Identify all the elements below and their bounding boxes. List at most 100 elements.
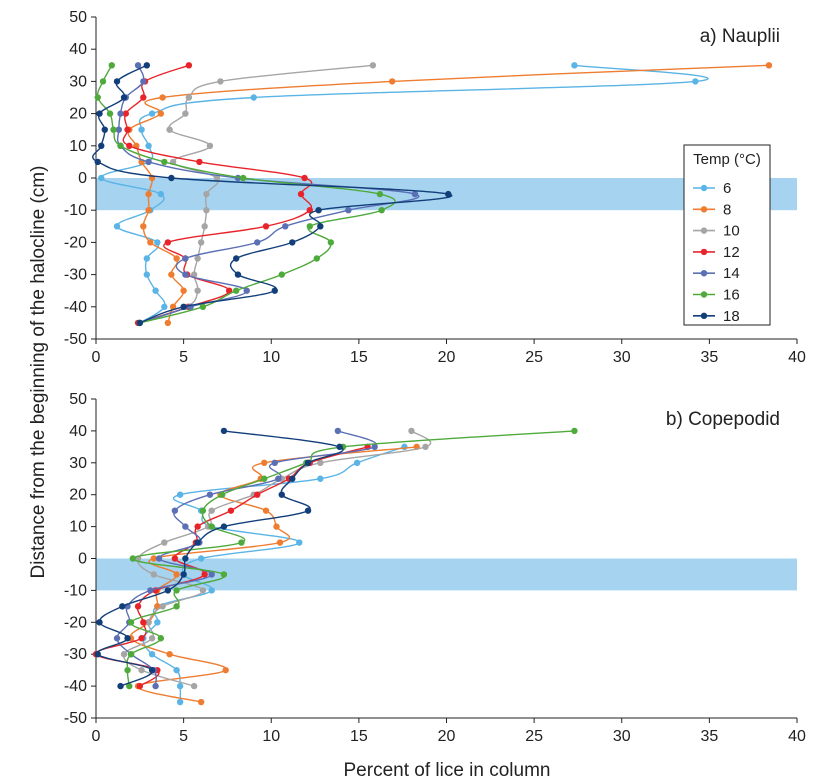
data-point	[180, 571, 187, 578]
data-point	[110, 126, 117, 133]
data-point	[129, 555, 137, 562]
data-point	[199, 303, 207, 310]
data-point	[168, 174, 175, 182]
data-point	[185, 62, 193, 69]
data-point	[306, 223, 314, 230]
data-point	[194, 287, 201, 294]
y-tick-label: -40	[64, 678, 87, 695]
data-point	[96, 619, 103, 626]
x-tick-label: 5	[179, 728, 188, 745]
x-tick-label: 35	[700, 728, 718, 745]
data-point	[164, 587, 172, 594]
x-tick-label: 30	[613, 728, 631, 745]
x-tick-label: 40	[788, 349, 806, 366]
data-point	[136, 319, 144, 327]
legend-marker-18	[700, 312, 708, 319]
legend: Temp (°C) 6 8 10 12 14 16 18	[683, 144, 771, 326]
series-8	[126, 62, 773, 327]
data-point	[225, 287, 233, 294]
data-point	[98, 142, 105, 149]
y-tick-label: 50	[69, 391, 87, 408]
series-16	[94, 62, 396, 327]
data-point	[140, 619, 147, 626]
legend-marker-14	[700, 270, 708, 277]
data-point	[345, 207, 352, 214]
data-point	[164, 239, 172, 246]
data-point	[276, 539, 284, 546]
data-point	[155, 555, 163, 562]
data-point	[182, 255, 189, 262]
y-axis-title: Distance from the beginning of the haloc…	[28, 166, 49, 579]
data-point	[199, 587, 207, 594]
legend-label-8: 8	[723, 201, 731, 218]
data-point	[157, 635, 165, 642]
data-point	[213, 174, 221, 182]
data-point	[336, 443, 343, 451]
data-point	[262, 507, 270, 514]
data-point	[152, 682, 159, 690]
data-point	[208, 507, 215, 514]
data-point	[262, 223, 270, 230]
panel-nauplii: -50 -40 -30 -20 -10 0 10 20 30 40 50 0 5 10 15 20 25 30 35…	[64, 9, 806, 366]
data-point	[143, 62, 151, 69]
data-point	[208, 571, 215, 578]
y-tick-label: 20	[69, 487, 87, 504]
data-point	[148, 110, 156, 117]
data-point	[304, 459, 312, 466]
data-point	[289, 475, 296, 482]
data-point	[233, 255, 240, 262]
data-point	[126, 142, 133, 149]
data-point	[254, 239, 261, 246]
data-point	[275, 475, 282, 482]
data-point	[143, 255, 151, 262]
y-tick-label: 20	[69, 106, 87, 123]
data-point	[180, 303, 187, 310]
data-point	[445, 190, 452, 198]
data-point	[217, 78, 224, 85]
legend-label-16: 16	[723, 287, 740, 304]
data-point	[376, 190, 384, 198]
data-point	[315, 207, 322, 214]
data-point	[108, 62, 115, 69]
data-point	[196, 158, 203, 166]
y-tick-label: 40	[69, 41, 87, 58]
data-point	[154, 619, 161, 626]
data-point	[138, 666, 145, 674]
legend-marker-6	[700, 184, 708, 192]
data-point	[98, 174, 105, 182]
data-point	[296, 539, 303, 546]
data-point	[220, 523, 228, 530]
data-point	[164, 319, 172, 327]
data-point	[317, 475, 324, 482]
data-point	[278, 491, 285, 498]
data-point	[261, 459, 268, 466]
data-point	[124, 126, 131, 133]
data-point	[218, 491, 226, 498]
data-point	[273, 523, 280, 530]
data-point	[254, 491, 261, 498]
data-point	[199, 507, 207, 514]
data-point	[113, 78, 121, 85]
data-point	[124, 635, 131, 642]
data-point	[117, 110, 124, 117]
data-point	[161, 539, 168, 546]
panel-title: a) Nauplii	[700, 26, 780, 47]
y-tick-label: -10	[64, 202, 87, 219]
x-tick-label: 25	[525, 349, 543, 366]
data-point	[147, 587, 154, 594]
data-point	[127, 651, 135, 658]
data-point	[233, 287, 240, 294]
data-point	[203, 207, 210, 214]
data-point	[101, 126, 108, 133]
data-point	[289, 239, 296, 246]
data-point	[180, 287, 187, 294]
data-point	[173, 571, 180, 578]
data-point	[126, 682, 133, 690]
data-point	[220, 427, 228, 435]
x-axis-title: Percent of lice in column	[344, 760, 551, 781]
data-point	[106, 110, 114, 117]
y-tick-label: 0	[78, 170, 87, 187]
y-tick-label: -50	[64, 710, 87, 727]
data-point	[120, 94, 128, 101]
data-point	[317, 459, 324, 466]
